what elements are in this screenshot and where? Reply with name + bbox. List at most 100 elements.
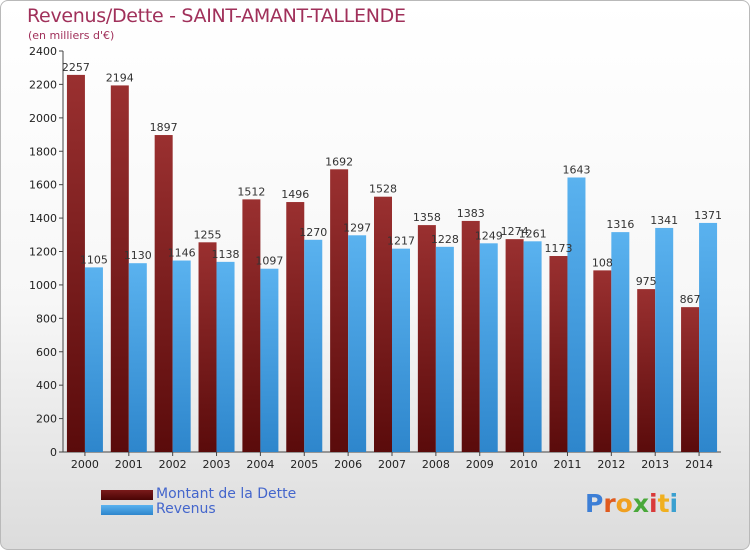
bar-revenus — [611, 232, 630, 452]
x-tick-label: 2007 — [378, 458, 406, 471]
bar-dette — [374, 196, 392, 452]
x-tick-label: 2009 — [466, 458, 494, 471]
value-label-revenus: 1249 — [475, 229, 503, 242]
bar-revenus — [304, 239, 323, 452]
bar-revenus — [84, 267, 103, 452]
value-label-dette: 2257 — [62, 61, 90, 74]
value-label-dette: 1897 — [150, 121, 178, 134]
bar-dette — [286, 202, 305, 452]
proxiti-logo: Proxiti — [585, 489, 678, 518]
bar-dette — [549, 256, 568, 452]
value-label-revenus: 1371 — [694, 209, 722, 222]
value-label-revenus: 1146 — [168, 247, 196, 260]
x-tick-label: 2010 — [510, 458, 538, 471]
value-label-dette: 867 — [680, 293, 701, 306]
bar-dette — [198, 242, 217, 452]
y-tick-label: 2400 — [29, 45, 57, 58]
bar-labels: 2257 1105 2194 1130 1897 1146 1255 1138 1512 1097… — [62, 61, 722, 306]
value-label-dette: 2194 — [106, 71, 134, 84]
bar-revenus — [216, 261, 235, 452]
value-label-revenus: 1297 — [343, 221, 371, 234]
y-tick-label: 1000 — [29, 279, 57, 292]
value-label-dette: 1496 — [281, 188, 309, 201]
logo-letter: i — [669, 489, 679, 518]
value-label-dette: 1173 — [544, 242, 572, 255]
y-tick-label: 2200 — [29, 78, 57, 91]
logo-letter: r — [603, 489, 616, 518]
x-tick-label: 2008 — [422, 458, 450, 471]
bar-dette — [110, 85, 129, 453]
bar-dette — [637, 289, 656, 452]
y-tick-label: 2000 — [29, 112, 57, 125]
y-tick-label: 1200 — [29, 246, 57, 259]
value-label-revenus: 1270 — [299, 226, 327, 239]
value-label-revenus: 1105 — [80, 253, 108, 266]
value-label-dette: 975 — [636, 275, 657, 288]
x-tick-label: 2002 — [159, 458, 187, 471]
bar-revenus — [435, 246, 454, 452]
bar-revenus — [392, 248, 410, 452]
x-tick-label: 2011 — [553, 458, 581, 471]
x-tick-label: 2003 — [203, 458, 231, 471]
x-tick-label: 2005 — [290, 458, 318, 471]
logo-letter: o — [615, 489, 633, 518]
value-label-dette: 1255 — [194, 228, 222, 241]
bar-revenus — [567, 177, 586, 452]
x-tick-label: 2001 — [115, 458, 143, 471]
bar-revenus — [348, 235, 367, 452]
logo-letter: x — [632, 489, 649, 518]
y-tick-label: 1600 — [29, 179, 57, 192]
y-tick-label: 800 — [36, 312, 57, 325]
chart-subtitle: (en milliers d'€) — [28, 29, 115, 42]
y-tick-label: 0 — [50, 446, 57, 459]
y-tick-label: 1400 — [29, 212, 57, 225]
bar-revenus — [699, 222, 718, 452]
value-label-revenus: 1097 — [255, 255, 283, 268]
bar-revenus — [172, 260, 191, 452]
value-label-revenus: 1228 — [431, 233, 459, 246]
x-tick-label: 2000 — [71, 458, 99, 471]
legend-label-revenus: Revenus — [156, 501, 216, 517]
value-label-dette: 1692 — [325, 155, 353, 168]
x-tick-label: 2004 — [246, 458, 274, 471]
logo-letter: P — [585, 489, 604, 518]
x-tick-label: 2012 — [597, 458, 625, 471]
value-label-revenus: 1261 — [519, 227, 547, 240]
chart-title: Revenus/Dette - SAINT-AMANT-TALLENDE — [27, 5, 406, 27]
bar-dette — [593, 270, 612, 452]
y-tick-label: 600 — [36, 346, 57, 359]
logo-letter: i — [649, 489, 658, 518]
y-tick-label: 1800 — [29, 145, 57, 158]
value-label-revenus: 1217 — [387, 235, 415, 248]
value-label-dette: 1512 — [237, 185, 265, 198]
x-tick-label: 2014 — [685, 458, 713, 471]
y-tick-label: 200 — [36, 413, 57, 426]
value-label-dette: 1383 — [457, 207, 485, 220]
value-label-dette: 1358 — [413, 211, 441, 224]
y-tick-label: 400 — [36, 379, 57, 392]
value-label-dette: 1528 — [369, 183, 397, 196]
bar-dette — [66, 74, 85, 452]
value-label-dette: 108 — [592, 256, 613, 269]
legend-swatch-dette — [101, 490, 153, 500]
bar-dette — [330, 169, 349, 453]
bar-revenus — [128, 263, 147, 452]
bar-dette — [505, 239, 524, 452]
legend-label-dette: Montant de la Dette — [156, 486, 297, 502]
bar-dette — [681, 307, 700, 452]
value-label-revenus: 1341 — [650, 214, 678, 227]
bar-dette — [154, 135, 173, 453]
x-tick-label: 2013 — [641, 458, 669, 471]
bar-dette — [461, 220, 480, 452]
x-tick-label: 2006 — [334, 458, 362, 471]
legend-swatch-revenus — [101, 505, 153, 515]
value-label-dette: 1274 — [501, 225, 529, 238]
value-label-revenus: 1130 — [124, 249, 152, 262]
bar-revenus — [655, 227, 674, 452]
bar-revenus — [260, 268, 279, 452]
bar-dette — [417, 225, 436, 452]
value-label-revenus: 1316 — [606, 218, 634, 231]
logo-letter: t — [657, 489, 670, 518]
